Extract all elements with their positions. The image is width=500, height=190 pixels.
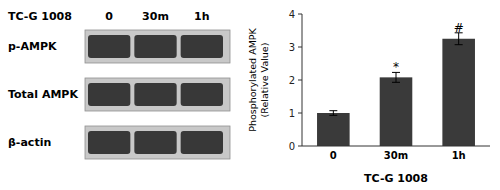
y-tick-label: 2 (289, 75, 295, 86)
error-cap (329, 110, 337, 111)
x-axis (302, 146, 490, 147)
annotation: * (393, 60, 399, 74)
y-tick (298, 113, 302, 114)
western-blot: TC-G 1008 0 30m 1h p-AMPK Total AMPK β-actin (8, 10, 230, 159)
error-cap (455, 44, 463, 45)
blot-timepoint: 30m (142, 10, 169, 23)
x-axis-label: TC-G 1008 (364, 172, 428, 185)
blot-timepoint: 0 (105, 10, 113, 23)
y-tick (298, 80, 302, 81)
error-line (333, 111, 334, 116)
blot-band (88, 35, 130, 58)
blot-title: TC-G 1008 (8, 10, 72, 23)
y-axis-label: Phosphorylated AMPK (247, 27, 258, 131)
y-tick-label: 0 (289, 141, 295, 152)
bar (380, 77, 413, 146)
blot-membrane (85, 126, 230, 159)
blot-band (134, 83, 176, 106)
blot-band (134, 131, 176, 154)
blot-row-label: p-AMPK (8, 40, 57, 53)
blot-membrane (85, 30, 230, 63)
blot-timepoint: 1h (194, 10, 210, 23)
x-tick-label: 0 (330, 150, 337, 161)
y-tick (298, 146, 302, 147)
blot-band (181, 83, 223, 106)
error-cap (329, 115, 337, 116)
y-tick-label: 3 (289, 42, 295, 53)
y-tick-label: 4 (289, 9, 295, 20)
y-tick-label: 1 (289, 108, 295, 119)
bar (442, 39, 475, 146)
y-tick (298, 14, 302, 15)
bar-chart: 0 1 2 3 4 0 30m 1h * # Phosphorylated AMPK(Relativ… (247, 9, 490, 186)
bars (317, 33, 475, 146)
figure: TC-G 1008 0 30m 1h p-AMPK Total AMPK β-actin 0 1… (0, 0, 500, 190)
blot-band (181, 131, 223, 154)
blot-row-label: Total AMPK (8, 88, 78, 101)
y-tick (298, 47, 302, 48)
x-tick-label: 1h (452, 150, 466, 161)
x-tick-label: 30m (384, 150, 408, 161)
y-axis (302, 14, 303, 146)
blot-row-label: β-actin (8, 136, 51, 149)
error-cap (392, 82, 400, 83)
blot-band (88, 131, 130, 154)
blot-band (181, 35, 223, 58)
blot-band (88, 83, 130, 106)
blot-band (134, 35, 176, 58)
bar (317, 113, 350, 146)
annotation: # (454, 21, 464, 35)
blot-membrane (85, 78, 230, 111)
y-axis-label: (Relative Value) (259, 43, 270, 118)
error-bar (329, 111, 337, 116)
